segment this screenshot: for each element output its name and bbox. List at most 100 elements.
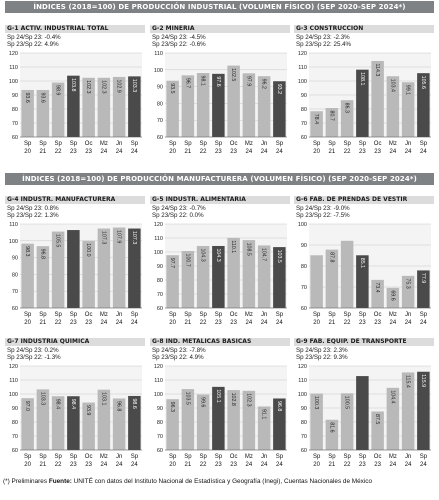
x-tick-year: 24 xyxy=(390,320,397,326)
x-tick-year: 23 xyxy=(374,149,381,155)
data-label: 96.2 xyxy=(261,79,267,89)
data-label: 97.6 xyxy=(215,76,221,86)
x-tick-month: Sp xyxy=(328,454,336,460)
chart-stat: Sp 24/Sp 23: -0.7% xyxy=(152,205,206,212)
y-tick-label: 100 xyxy=(154,392,163,398)
x-tick-month: Jn xyxy=(405,312,411,318)
chart-stat: Sp 23/Sp 22: 0.0% xyxy=(152,212,204,219)
x-tick-month: Sp xyxy=(131,141,139,147)
bar xyxy=(67,75,80,137)
bar xyxy=(82,240,95,308)
x-tick-year: 20 xyxy=(169,320,176,326)
data-label: 107.3 xyxy=(100,231,106,244)
chart-stat: Sp 23/Sp 22: -0.6% xyxy=(152,41,206,48)
x-tick-year: 24 xyxy=(276,149,283,155)
data-label: 78.4 xyxy=(313,114,319,124)
bar xyxy=(181,251,195,308)
bar xyxy=(242,73,256,137)
x-tick-year: 22 xyxy=(344,462,351,468)
bar xyxy=(310,255,323,308)
chart-stat: Sp 24/Sp 23: -4.5% xyxy=(152,34,206,41)
y-tick-label: 110 xyxy=(154,51,163,57)
chart-stat: Sp 23/Sp 22: 4.9% xyxy=(7,41,59,48)
x-tick-year: 24 xyxy=(116,320,123,326)
data-label: 102.8 xyxy=(230,393,236,406)
data-label: 86.3 xyxy=(344,103,350,113)
x-tick-year: 20 xyxy=(24,462,31,468)
data-label: 93.5 xyxy=(169,83,175,93)
chart-panel-g-3: G-3 CONSTRUCCIÓN Sp 24/Sp 23: -2.3% Sp 23/… xyxy=(294,25,434,159)
bar xyxy=(21,398,34,450)
data-label: 105.6 xyxy=(420,76,426,89)
x-tick-month: Sp xyxy=(169,141,177,147)
bar xyxy=(371,60,384,138)
data-label: 80.7 xyxy=(328,111,334,121)
x-tick-month: Jn xyxy=(405,141,411,147)
y-tick-label: 60 xyxy=(157,306,163,312)
bar xyxy=(356,255,369,308)
x-tick-month: Sp xyxy=(70,141,78,147)
bar xyxy=(196,72,210,137)
data-label: 103.5 xyxy=(184,392,190,405)
x-tick-year: 24 xyxy=(390,462,397,468)
y-tick-label: 70 xyxy=(301,285,307,291)
y-tick-label: 70 xyxy=(12,121,18,127)
data-label: 115.9 xyxy=(420,374,426,387)
y-tick-label: 70 xyxy=(12,289,18,295)
x-tick-month: Sp xyxy=(420,454,428,460)
bar xyxy=(36,246,50,308)
x-tick-month: Sp xyxy=(70,312,78,318)
header-band-industrial: ÍNDICES (2018=100) DE PRODUCCIÓN INDUSTR… xyxy=(5,1,434,13)
y-tick-label: 90 xyxy=(157,85,163,91)
bar xyxy=(371,279,384,308)
bar xyxy=(21,243,34,308)
x-tick-month: Sp xyxy=(39,312,47,318)
y-tick-label: 90 xyxy=(157,406,163,412)
x-tick-month: Sp xyxy=(199,141,207,147)
x-tick-year: 21 xyxy=(185,462,192,468)
bar xyxy=(166,399,179,450)
bar-chart: 60 70 80 90 100 Sp 20 87.8 Sp 21 Sp 22 85.1 Sp 23 73.4 O… xyxy=(298,222,431,326)
data-label: 99.6 xyxy=(200,397,206,407)
y-tick-label: 70 xyxy=(157,292,163,298)
x-tick-year: 21 xyxy=(40,149,47,155)
x-tick-month: Oc xyxy=(85,141,93,147)
x-tick-month: Sp xyxy=(70,454,78,460)
y-tick-label: 110 xyxy=(9,65,18,71)
data-label: 108.1 xyxy=(359,72,365,85)
x-tick-month: Sp xyxy=(184,454,192,460)
x-tick-year: 23 xyxy=(359,320,366,326)
x-tick-month: Mz xyxy=(245,312,253,318)
data-label: 103.8 xyxy=(70,78,76,91)
bar xyxy=(242,240,256,308)
y-tick-label: 100 xyxy=(154,250,163,256)
x-tick-month: Sp xyxy=(359,141,367,147)
data-label: 87.5 xyxy=(374,414,380,424)
x-tick-year: 24 xyxy=(101,149,108,155)
bar xyxy=(386,76,400,137)
bar xyxy=(36,89,50,137)
y-tick-label: 110 xyxy=(9,378,18,384)
bar xyxy=(325,249,339,308)
x-tick-month: Mz xyxy=(100,141,108,147)
data-label: 103.3 xyxy=(39,392,45,405)
y-tick-label: 90 xyxy=(301,243,307,249)
x-tick-month: Jn xyxy=(405,454,411,460)
bar xyxy=(417,270,430,308)
x-tick-month: Mz xyxy=(245,454,253,460)
y-tick-label: 110 xyxy=(154,378,163,384)
y-tick-label: 70 xyxy=(301,121,307,127)
y-tick-label: 70 xyxy=(157,434,163,440)
x-tick-month: Mz xyxy=(100,454,108,460)
x-tick-year: 23 xyxy=(215,149,222,155)
x-tick-year: 24 xyxy=(116,462,123,468)
chart-title: G-7 INDUSTRIA QUÍMICA xyxy=(5,338,145,346)
x-tick-month: Sp xyxy=(131,454,139,460)
y-tick-label: 120 xyxy=(154,222,163,228)
data-label: 107.3 xyxy=(131,231,137,244)
y-tick-label: 90 xyxy=(157,264,163,270)
bar-chart: 60 70 80 90 100 110 120 97.7 Sp 20 100.7 Sp 21 104.3 S… xyxy=(154,222,287,326)
data-label: 93.6 xyxy=(39,92,45,102)
bar xyxy=(82,402,95,450)
bar xyxy=(21,89,34,137)
